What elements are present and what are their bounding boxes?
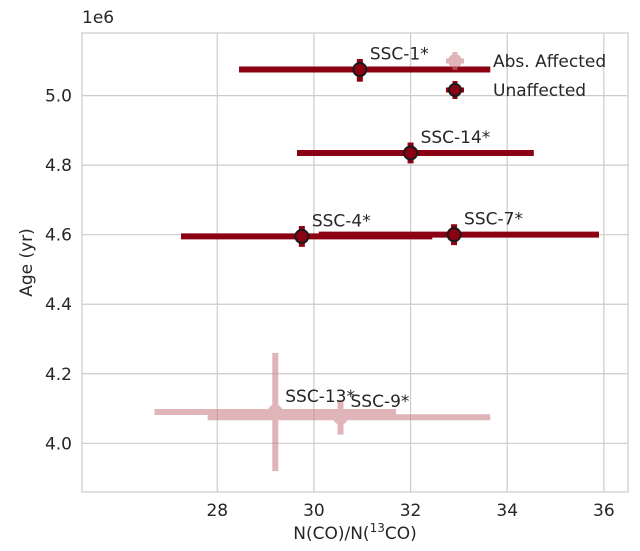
plot-frame xyxy=(81,32,629,493)
x-tick-label: 32 xyxy=(400,501,422,521)
data-point xyxy=(333,409,349,425)
legend: Abs. Affected Unaffected xyxy=(446,52,606,101)
x-tick-label: 28 xyxy=(206,501,228,521)
x-axis-label: N(CO)/N(13CO) xyxy=(293,521,416,544)
grid xyxy=(82,33,628,492)
data-point xyxy=(294,228,310,244)
point-annotation: SSC-7* xyxy=(464,210,523,230)
series: SSC-13*SSC-9* SSC-1* SSC-14* SSC-4* SSC-7* xyxy=(154,45,600,472)
point-annotation: SSC-14* xyxy=(421,128,491,148)
x-axis-label-superscript: 13 xyxy=(370,521,385,535)
data-point xyxy=(403,145,419,161)
x-tick-label: 30 xyxy=(303,501,325,521)
point-annotation: SSC-9* xyxy=(351,392,410,412)
tick-labels: 28 30 32 34 36 4.0 4.2 4.4 4.6 4.8 5.0 xyxy=(45,87,615,521)
legend-marker-dot xyxy=(448,54,462,68)
data-point xyxy=(352,62,368,78)
legend-label: Abs. Affected xyxy=(493,52,606,72)
legend-marker xyxy=(446,52,464,70)
y-tick-label: 5.0 xyxy=(45,87,72,107)
legend-marker-dot xyxy=(448,83,462,97)
y-tick-label: 4.6 xyxy=(45,226,72,246)
y-tick-label: 4.4 xyxy=(45,295,72,315)
series-abs-affected xyxy=(154,352,491,472)
legend-label: Unaffected xyxy=(493,81,586,101)
point-annotation: SSC-13* xyxy=(285,387,355,407)
x-tick-label: 36 xyxy=(593,501,615,521)
x-axis-label-main: N(CO)/N( xyxy=(293,524,369,544)
series-unaffected xyxy=(181,59,600,247)
y-tick-label: 4.0 xyxy=(45,434,72,454)
y-axis-label: Age (yr) xyxy=(17,228,37,297)
y-tick-label: 4.8 xyxy=(45,156,72,176)
x-tick-label: 34 xyxy=(496,501,518,521)
y-tick-label: 4.2 xyxy=(45,365,72,385)
point-annotation: SSC-4* xyxy=(312,211,371,231)
legend-marker xyxy=(446,81,464,99)
y-offset-label: 1e6 xyxy=(82,8,114,28)
x-axis-label-end: CO) xyxy=(385,524,417,544)
data-point xyxy=(446,227,462,243)
point-annotation: SSC-1* xyxy=(370,45,429,65)
